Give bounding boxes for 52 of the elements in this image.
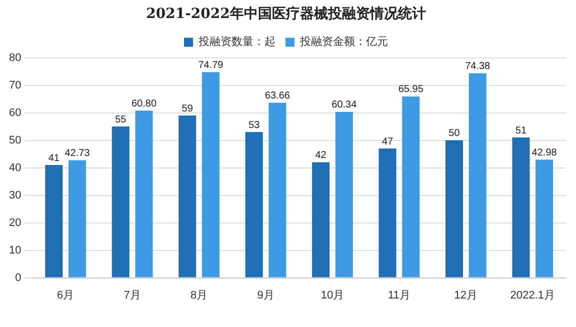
x-tick-label: 6月 (57, 289, 74, 302)
bar (312, 162, 330, 278)
bar (445, 140, 463, 278)
x-tick-label: 8月 (190, 289, 208, 302)
data-label: 74.38 (465, 61, 491, 72)
y-tick-label: 80 (8, 52, 22, 64)
x-tick-label: 10月 (320, 289, 344, 302)
y-tick-label: 10 (8, 244, 22, 256)
y-tick-label: 30 (8, 189, 22, 202)
bar (468, 73, 486, 278)
data-label: 59 (182, 103, 194, 114)
chart-title: 2021-2022年中国医疗器械投融资情况统计 (146, 5, 426, 22)
data-label: 42 (315, 150, 327, 162)
x-tick-label: 9月 (257, 289, 274, 302)
data-label: 47 (382, 136, 394, 148)
data-label: 65.95 (398, 84, 424, 96)
data-label: 60.80 (131, 98, 157, 110)
data-label: 41 (48, 152, 60, 164)
bar (402, 96, 420, 278)
y-tick-label: 40 (8, 162, 22, 174)
bar (512, 138, 530, 278)
bar (536, 160, 554, 278)
data-label: 50 (448, 128, 460, 140)
x-tick-label: 12月 (454, 289, 478, 302)
y-tick-label: 20 (8, 216, 22, 229)
data-label: 63.66 (264, 90, 290, 102)
data-label: 53 (248, 120, 260, 131)
y-tick-label: 0 (15, 272, 22, 284)
bar (68, 160, 86, 278)
bar (178, 116, 196, 278)
data-label: 51 (515, 125, 527, 136)
data-label: 74.79 (198, 60, 224, 71)
bar (245, 132, 263, 278)
data-label: 42.98 (532, 147, 558, 158)
x-tick-label: 2022.1月 (510, 289, 555, 302)
legend-label: 投融资金额：亿元 (299, 35, 388, 48)
bar (112, 126, 130, 278)
bar (45, 165, 63, 278)
data-label: 60.34 (332, 100, 358, 111)
x-tick-label: 11月 (388, 289, 410, 302)
legend-label: 投融资数量：起 (198, 35, 276, 48)
bar (378, 148, 396, 278)
data-label: 55 (115, 114, 127, 126)
y-tick-label: 60 (8, 106, 22, 119)
bar (202, 72, 220, 278)
bar (135, 110, 153, 278)
y-tick-label: 50 (8, 134, 22, 146)
data-label: 42.73 (64, 148, 90, 160)
bar (335, 112, 353, 278)
y-tick-label: 70 (8, 79, 22, 92)
bar (268, 102, 286, 278)
x-tick-label: 7月 (124, 289, 141, 302)
